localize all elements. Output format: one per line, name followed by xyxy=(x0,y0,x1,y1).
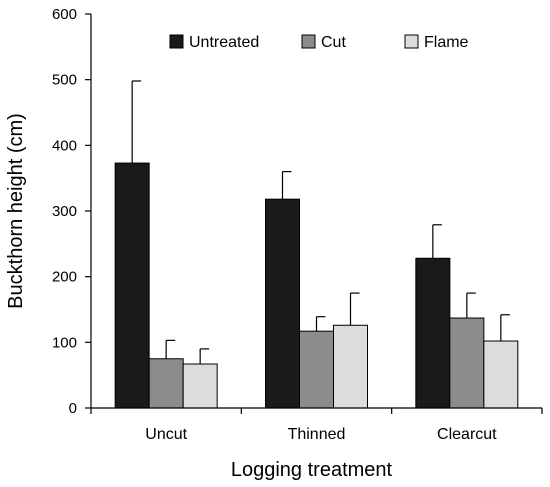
y-tick-label: 500 xyxy=(52,72,77,89)
legend-swatch-cut xyxy=(301,34,316,49)
bar-cut-clearcut xyxy=(449,317,485,409)
y-tick-label: 600 xyxy=(52,6,77,23)
legend-label-cut: Cut xyxy=(321,34,346,51)
bar-flame-thinned xyxy=(333,324,368,409)
legend-label-untreated: Untreated xyxy=(189,34,259,51)
y-axis-title: Buckthorn height (cm) xyxy=(5,113,27,309)
legend-swatch-flame xyxy=(404,34,419,49)
legend-swatch-untreated xyxy=(169,34,184,49)
y-tick-label: 0 xyxy=(69,400,77,417)
legend-label-flame: Flame xyxy=(424,34,469,51)
x-axis: Uncut Thinned Clearcut xyxy=(90,407,543,443)
x-tick-label-thinned: Thinned xyxy=(288,426,346,443)
bar-untreated-thinned xyxy=(265,198,300,409)
bar-flame-uncut xyxy=(182,363,218,409)
x-tick-label-uncut: Uncut xyxy=(145,426,187,443)
bars-layer xyxy=(114,80,519,409)
y-tick-label: 200 xyxy=(52,269,77,286)
y-tick-label: 100 xyxy=(52,334,77,351)
y-axis: 0 100 200 300 400 500 600 xyxy=(52,6,92,417)
bar-untreated-clearcut xyxy=(415,257,451,409)
bar-cut-thinned xyxy=(299,330,334,409)
y-tick-label: 400 xyxy=(52,137,77,154)
x-tick-label-clearcut: Clearcut xyxy=(437,426,497,443)
bar-cut-uncut xyxy=(148,358,184,409)
bar-untreated-uncut xyxy=(114,162,150,409)
x-axis-title: Logging treatment xyxy=(231,459,393,481)
legend: Untreated Cut Flame xyxy=(169,34,469,51)
bar-flame-clearcut xyxy=(483,340,519,409)
y-tick-label: 300 xyxy=(52,203,77,220)
